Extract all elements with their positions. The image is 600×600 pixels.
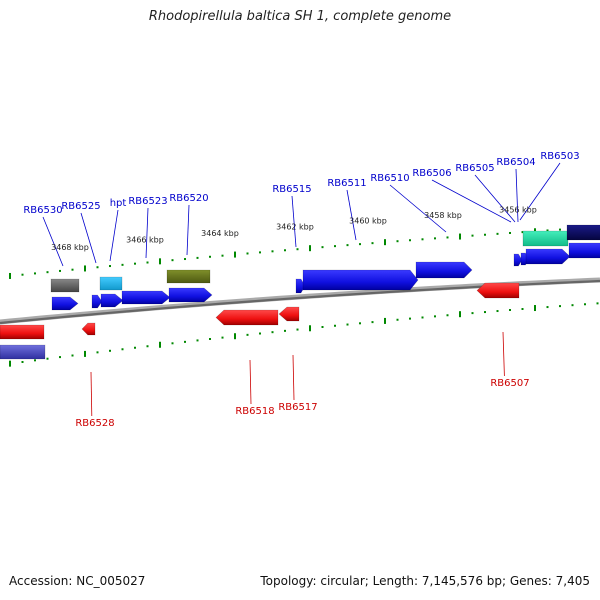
gene-rb6528-outline: [81, 322, 96, 336]
gene-rb6506: [514, 254, 522, 266]
feature-navy-block-outline: [566, 224, 600, 241]
gene-label-forward: RB6505: [455, 163, 494, 174]
leader-line: [502, 331, 505, 377]
gene-rb6518-outline: [215, 309, 279, 326]
feature-olive-block: [167, 270, 210, 283]
gene-label-forward: RB6503: [540, 151, 579, 162]
topology-text: Topology: circular; Length: 7,145,576 bp…: [260, 574, 590, 588]
gene-label-forward: RB6530: [23, 205, 62, 216]
gene-rb6523-outline: [121, 290, 171, 305]
gene-label-reverse: RB6507: [490, 378, 529, 389]
gene-rb6503-outline: [568, 242, 600, 259]
gene-label-forward: hpt: [110, 198, 127, 209]
feature-teal-block-outline: [522, 230, 569, 247]
leader-line: [389, 184, 447, 233]
scale-label: 3462 kbp: [276, 222, 314, 231]
gene-rb6506-outline: [513, 253, 523, 267]
leader-line: [249, 359, 252, 405]
gene-label-forward: RB6504: [496, 157, 535, 168]
gene-rb6525: [92, 295, 102, 308]
gene-rb6510-outline: [415, 261, 473, 279]
gene-rb6520: [169, 288, 212, 302]
gene-label-forward: RB6520: [169, 193, 208, 204]
gene-rb6511-outline: [302, 269, 419, 291]
gene-rb6507: [477, 283, 519, 298]
leader-line: [90, 371, 93, 417]
feature-slate-block-outline: [0, 344, 46, 360]
gene-rb6515-small-outline: [295, 278, 306, 294]
gene-rb6528: [82, 323, 95, 335]
gene-rb6507-outline: [476, 282, 520, 299]
figure-title: Rhodopirellula baltica SH 1, complete ge…: [148, 9, 452, 24]
gene-label-forward: RB6515: [272, 184, 311, 195]
gene-rb6517-outline: [278, 306, 300, 322]
gene-hpt: [101, 294, 123, 307]
leader-line: [474, 174, 516, 223]
feature-olive-block-outline: [166, 269, 211, 284]
gene-rb6511: [303, 270, 418, 290]
leader-line: [42, 216, 64, 267]
gene-rb6520-outline: [168, 287, 213, 303]
leader-line: [346, 189, 357, 241]
gene-label-forward: RB6506: [412, 168, 451, 179]
gene-rb6510: [416, 262, 472, 278]
gene-rb6503: [569, 243, 600, 258]
scale-label: 3464 kbp: [201, 229, 239, 238]
gene-label-forward: RB6523: [128, 196, 167, 207]
feature-gray-block-outline: [50, 278, 80, 293]
scale-label: 3468 kbp: [51, 243, 89, 252]
leader-line: [145, 207, 149, 259]
leader-line: [80, 212, 97, 264]
accession-text: Accession: NC_005027: [9, 574, 146, 588]
gene-reverse-left: [0, 325, 44, 339]
leader-line: [431, 179, 512, 223]
scale-label: 3466 kbp: [126, 236, 164, 245]
feature-slate-block: [0, 345, 45, 359]
gene-rb6530-outline: [51, 296, 79, 311]
gene-reverse-left-outline: [0, 324, 45, 340]
gene-label-reverse: RB6528: [75, 418, 114, 429]
leader-line: [109, 209, 119, 262]
gene-rb6504-outline: [525, 248, 571, 265]
feature-teal-block: [523, 231, 568, 246]
gene-hpt-outline: [100, 293, 124, 308]
leader-line: [291, 195, 297, 248]
gene-label-forward: RB6525: [61, 201, 100, 212]
leader-line: [515, 168, 519, 223]
gene-label-forward: RB6510: [370, 173, 409, 184]
feature-gray-block: [51, 279, 79, 292]
gene-rb6518: [216, 310, 278, 325]
gene-rb6515-small: [296, 279, 305, 293]
gene-rb6517: [279, 307, 299, 321]
scale-label: 3456 kbp: [499, 205, 537, 214]
gene-rb6530: [52, 297, 78, 310]
gene-rb6523: [122, 291, 170, 304]
gene-label-reverse: RB6518: [235, 406, 274, 417]
gene-rb6504: [526, 249, 570, 264]
scale-label: 3460 kbp: [349, 216, 387, 225]
feature-navy-block: [567, 225, 600, 240]
leader-line: [186, 204, 190, 256]
leader-line: [292, 354, 295, 401]
scale-label: 3458 kbp: [424, 211, 462, 220]
gene-label-forward: RB6511: [327, 178, 366, 189]
feature-cyan-block: [100, 277, 122, 290]
leader-line: [519, 162, 561, 221]
feature-cyan-block-outline: [99, 276, 123, 291]
gene-label-reverse: RB6517: [278, 402, 317, 413]
gene-rb6525-outline: [91, 294, 103, 309]
